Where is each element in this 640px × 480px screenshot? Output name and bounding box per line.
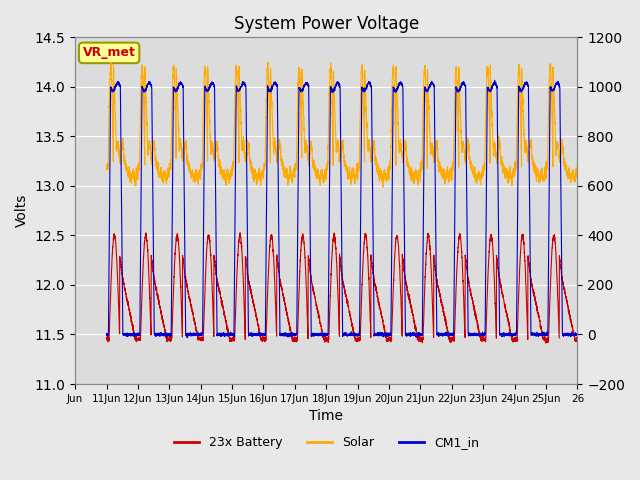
Y-axis label: Volts: Volts xyxy=(15,194,29,228)
Text: VR_met: VR_met xyxy=(83,47,136,60)
X-axis label: Time: Time xyxy=(309,409,343,423)
Title: System Power Voltage: System Power Voltage xyxy=(234,15,419,33)
Legend: 23x Battery, Solar, CM1_in: 23x Battery, Solar, CM1_in xyxy=(168,431,484,454)
